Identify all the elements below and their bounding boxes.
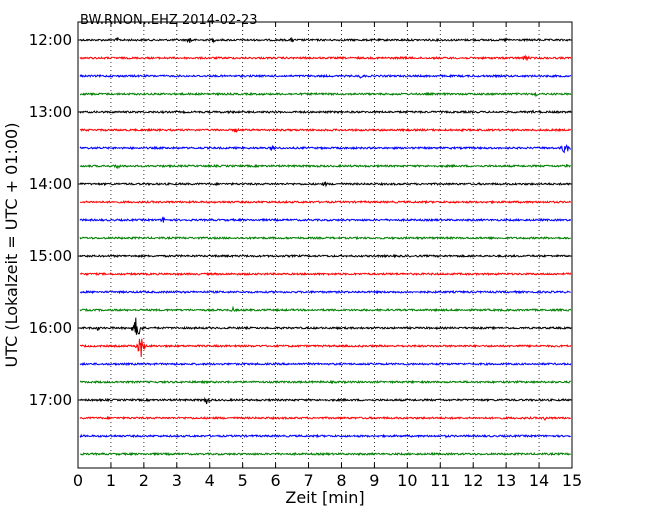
trace-row-1715 [79, 415, 571, 422]
x-tick-label: 9 [369, 471, 379, 490]
chart-title: BW.RNON..EHZ 2014-02-23 [80, 13, 258, 28]
x-axis-label: Zeit [min] [285, 488, 364, 507]
x-tick-label: 0 [73, 471, 83, 490]
x-tick-label: 15 [562, 471, 582, 490]
x-tick-label: 4 [205, 471, 215, 490]
x-tick-label: 14 [529, 471, 549, 490]
plot-frame [77, 21, 573, 469]
y-tick-label: 12:00 [29, 31, 72, 49]
y-tick-label: 17:00 [29, 391, 72, 409]
trace-row-1230 [79, 73, 572, 79]
trace-row-1745 [79, 451, 572, 457]
y-tick-label: 13:00 [29, 103, 72, 121]
x-tick-label: 5 [238, 471, 248, 490]
trace-row-1245 [79, 91, 572, 98]
trace-row-1345 [79, 163, 572, 170]
trace-row-1415 [79, 199, 572, 205]
trace-row-1430 [79, 215, 572, 223]
y-tick-label: 16:00 [29, 319, 72, 337]
y-tick-label: 14:00 [29, 175, 72, 193]
trace-row-1215 [79, 54, 572, 61]
y-axis-ticks: 12:00 13:00 14:00 15:00 16:00 17:00 [29, 31, 572, 409]
x-tick-label: 11 [430, 471, 450, 490]
x-tick-label: 13 [496, 471, 516, 490]
trace-row-1515 [79, 271, 572, 277]
trace-row-1645 [79, 379, 572, 385]
x-tick-label: 3 [172, 471, 182, 490]
x-axis-ticks: 0 1 2 3 4 5 6 7 8 9 10 11 12 13 14 15 [73, 22, 582, 490]
x-tick-label: 12 [463, 471, 483, 490]
trace-row-1530 [79, 289, 571, 295]
trace-row-1330 [79, 144, 572, 154]
trace-row-1700 [79, 396, 572, 405]
trace-row-1315 [79, 127, 572, 133]
y-tick-label: 15:00 [29, 247, 72, 265]
trace-row-1200 [79, 37, 571, 44]
vertical-grid [110, 22, 540, 468]
x-tick-label: 6 [271, 471, 281, 490]
trace-row-1600 [79, 317, 571, 335]
y-axis-label: UTC (Lokalzeit = UTC + 01:00) [2, 123, 21, 368]
x-tick-label: 8 [336, 471, 346, 490]
trace-row-1445 [79, 235, 572, 241]
x-tick-label: 1 [106, 471, 116, 490]
x-tick-label: 2 [139, 471, 149, 490]
trace-row-1545 [79, 305, 572, 313]
trace-row-1630 [79, 361, 572, 367]
trace-row-1730 [79, 433, 572, 439]
x-tick-label: 7 [303, 471, 313, 490]
x-tick-label: 10 [397, 471, 417, 490]
trace-row-1400 [79, 181, 572, 188]
seismic-traces [79, 37, 572, 457]
trace-row-1615 [79, 338, 572, 358]
trace-row-1300 [79, 109, 572, 115]
trace-row-1500 [79, 253, 571, 259]
